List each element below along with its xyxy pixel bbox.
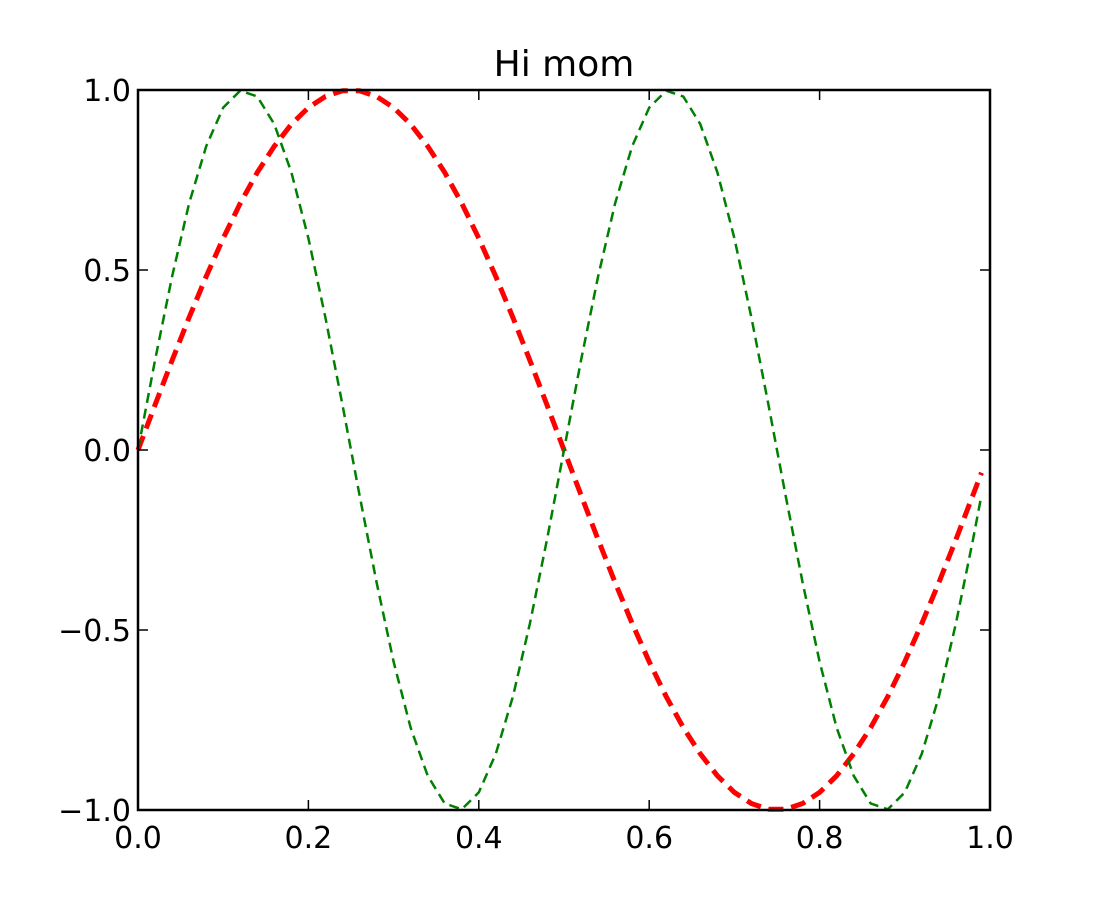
y-tick-label: 0.0 xyxy=(83,434,131,469)
x-tick-label: 0.8 xyxy=(796,821,844,856)
series-line-0 xyxy=(135,88,984,812)
y-tick-label: 1.0 xyxy=(83,74,131,109)
x-tick-label: 0.0 xyxy=(114,821,162,856)
x-tick-label: 0.4 xyxy=(455,821,503,856)
series-layer xyxy=(135,88,984,812)
x-tick-label: 1.0 xyxy=(966,821,1014,856)
ticks-layer xyxy=(137,89,991,811)
y-tick-label: 0.5 xyxy=(83,254,131,289)
y-tick-label: −0.5 xyxy=(58,614,131,649)
chart-title: Hi mom xyxy=(494,44,635,85)
x-tick-label: 0.6 xyxy=(625,821,673,856)
y-tick-label: −1.0 xyxy=(58,794,131,829)
series-line-1 xyxy=(136,89,983,811)
x-tick-label: 0.2 xyxy=(285,821,333,856)
tick-labels-layer: 0.0 0.2 0.4 0.6 0.8 1.0 1.0 0.5 0.0 −0.5 −1.0 xyxy=(58,74,1014,856)
